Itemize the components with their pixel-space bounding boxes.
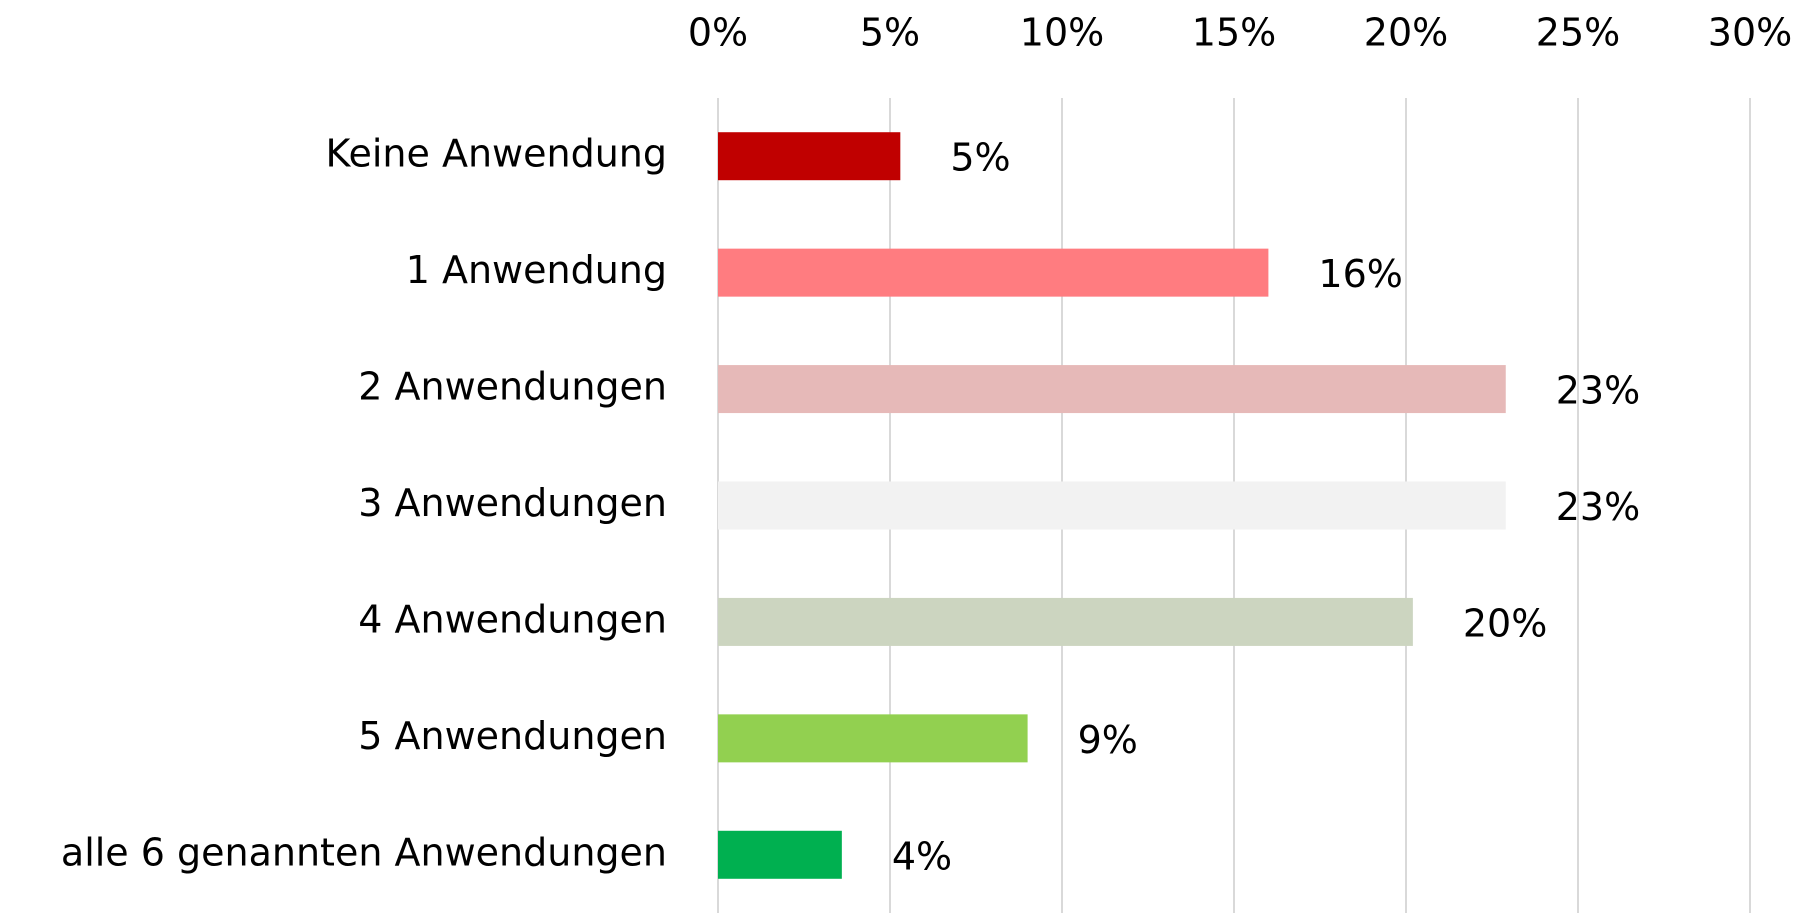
x-tick-label: 0%	[688, 11, 748, 55]
x-tick-label: 5%	[860, 11, 920, 55]
x-tick-label: 15%	[1192, 11, 1276, 55]
data-label: 23%	[1556, 485, 1640, 529]
bar	[718, 132, 901, 181]
y-tick-label: 1 Anwendung	[406, 248, 667, 292]
y-tick-label: alle 6 genannten Anwendungen	[61, 830, 667, 874]
x-tick-label: 30%	[1708, 11, 1792, 55]
bar	[718, 830, 842, 879]
x-tick-label: 25%	[1536, 11, 1620, 55]
data-label: 23%	[1556, 369, 1640, 413]
bar	[718, 714, 1028, 763]
data-label: 5%	[950, 136, 1010, 180]
data-label: 9%	[1078, 718, 1138, 762]
y-tick-label: 5 Anwendungen	[358, 714, 667, 758]
data-label: 4%	[892, 834, 952, 878]
y-tick-label: 4 Anwendungen	[358, 597, 667, 641]
y-tick-label: 3 Anwendungen	[358, 481, 667, 525]
y-tick-label: 2 Anwendungen	[358, 365, 667, 409]
x-tick-label: 20%	[1364, 11, 1448, 55]
x-tick-label: 10%	[1020, 11, 1104, 55]
bar	[718, 481, 1506, 530]
y-tick-label: Keine Anwendung	[325, 132, 667, 176]
bar	[718, 365, 1506, 414]
data-label: 16%	[1318, 252, 1402, 296]
data-label: 20%	[1463, 601, 1547, 645]
bar	[718, 597, 1413, 646]
bar	[718, 248, 1269, 297]
